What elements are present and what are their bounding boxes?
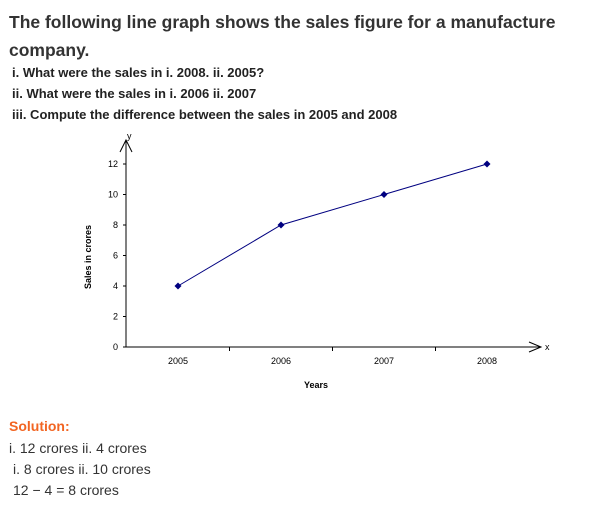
solution-line-3: 12 − 4 = 8 crores <box>13 482 119 498</box>
line-chart: y x 0 2 4 6 8 10 12 2005 2006 2007 2008 Years Sales in… <box>83 131 550 390</box>
y-tick-label: 6 <box>113 251 118 261</box>
data-point <box>483 160 491 168</box>
solution-heading: Solution: <box>9 418 70 434</box>
y-tick-label: 4 <box>113 281 118 291</box>
y-tick-label: 8 <box>113 220 118 230</box>
solution-line-2: i. 8 crores ii. 10 crores <box>13 461 151 477</box>
x-axis-title: Years <box>304 380 328 390</box>
x-axis-arrow <box>528 341 543 353</box>
data-point <box>277 221 285 229</box>
y-axis-arrow <box>119 138 133 153</box>
question-item-3: iii. Compute the difference between the … <box>12 107 398 122</box>
question-item-1: i. What were the sales in i. 2008. ii. 2… <box>12 65 265 80</box>
x-axis-letter: x <box>545 342 550 352</box>
data-point <box>380 191 388 198</box>
data-point <box>174 282 182 290</box>
y-axis-title: Sales in crores <box>83 225 93 289</box>
x-tick-label: 2006 <box>271 356 291 366</box>
x-tick-label: 2005 <box>168 356 188 366</box>
solution-line-1: i. 12 crores ii. 4 crores <box>9 440 147 456</box>
y-tick-label: 10 <box>108 190 118 200</box>
x-tick-label: 2008 <box>477 356 497 366</box>
question-item-2: ii. What were the sales in i. 2006 ii. 2… <box>12 86 257 101</box>
x-tick-label: 2007 <box>374 356 394 366</box>
y-axis-letter: y <box>127 131 132 141</box>
data-line <box>177 163 488 287</box>
y-tick-label: 2 <box>113 312 118 322</box>
question-title: The following line graph shows the sales… <box>9 12 556 60</box>
y-tick-label: 12 <box>108 159 118 169</box>
y-tick-label: 0 <box>113 342 118 352</box>
